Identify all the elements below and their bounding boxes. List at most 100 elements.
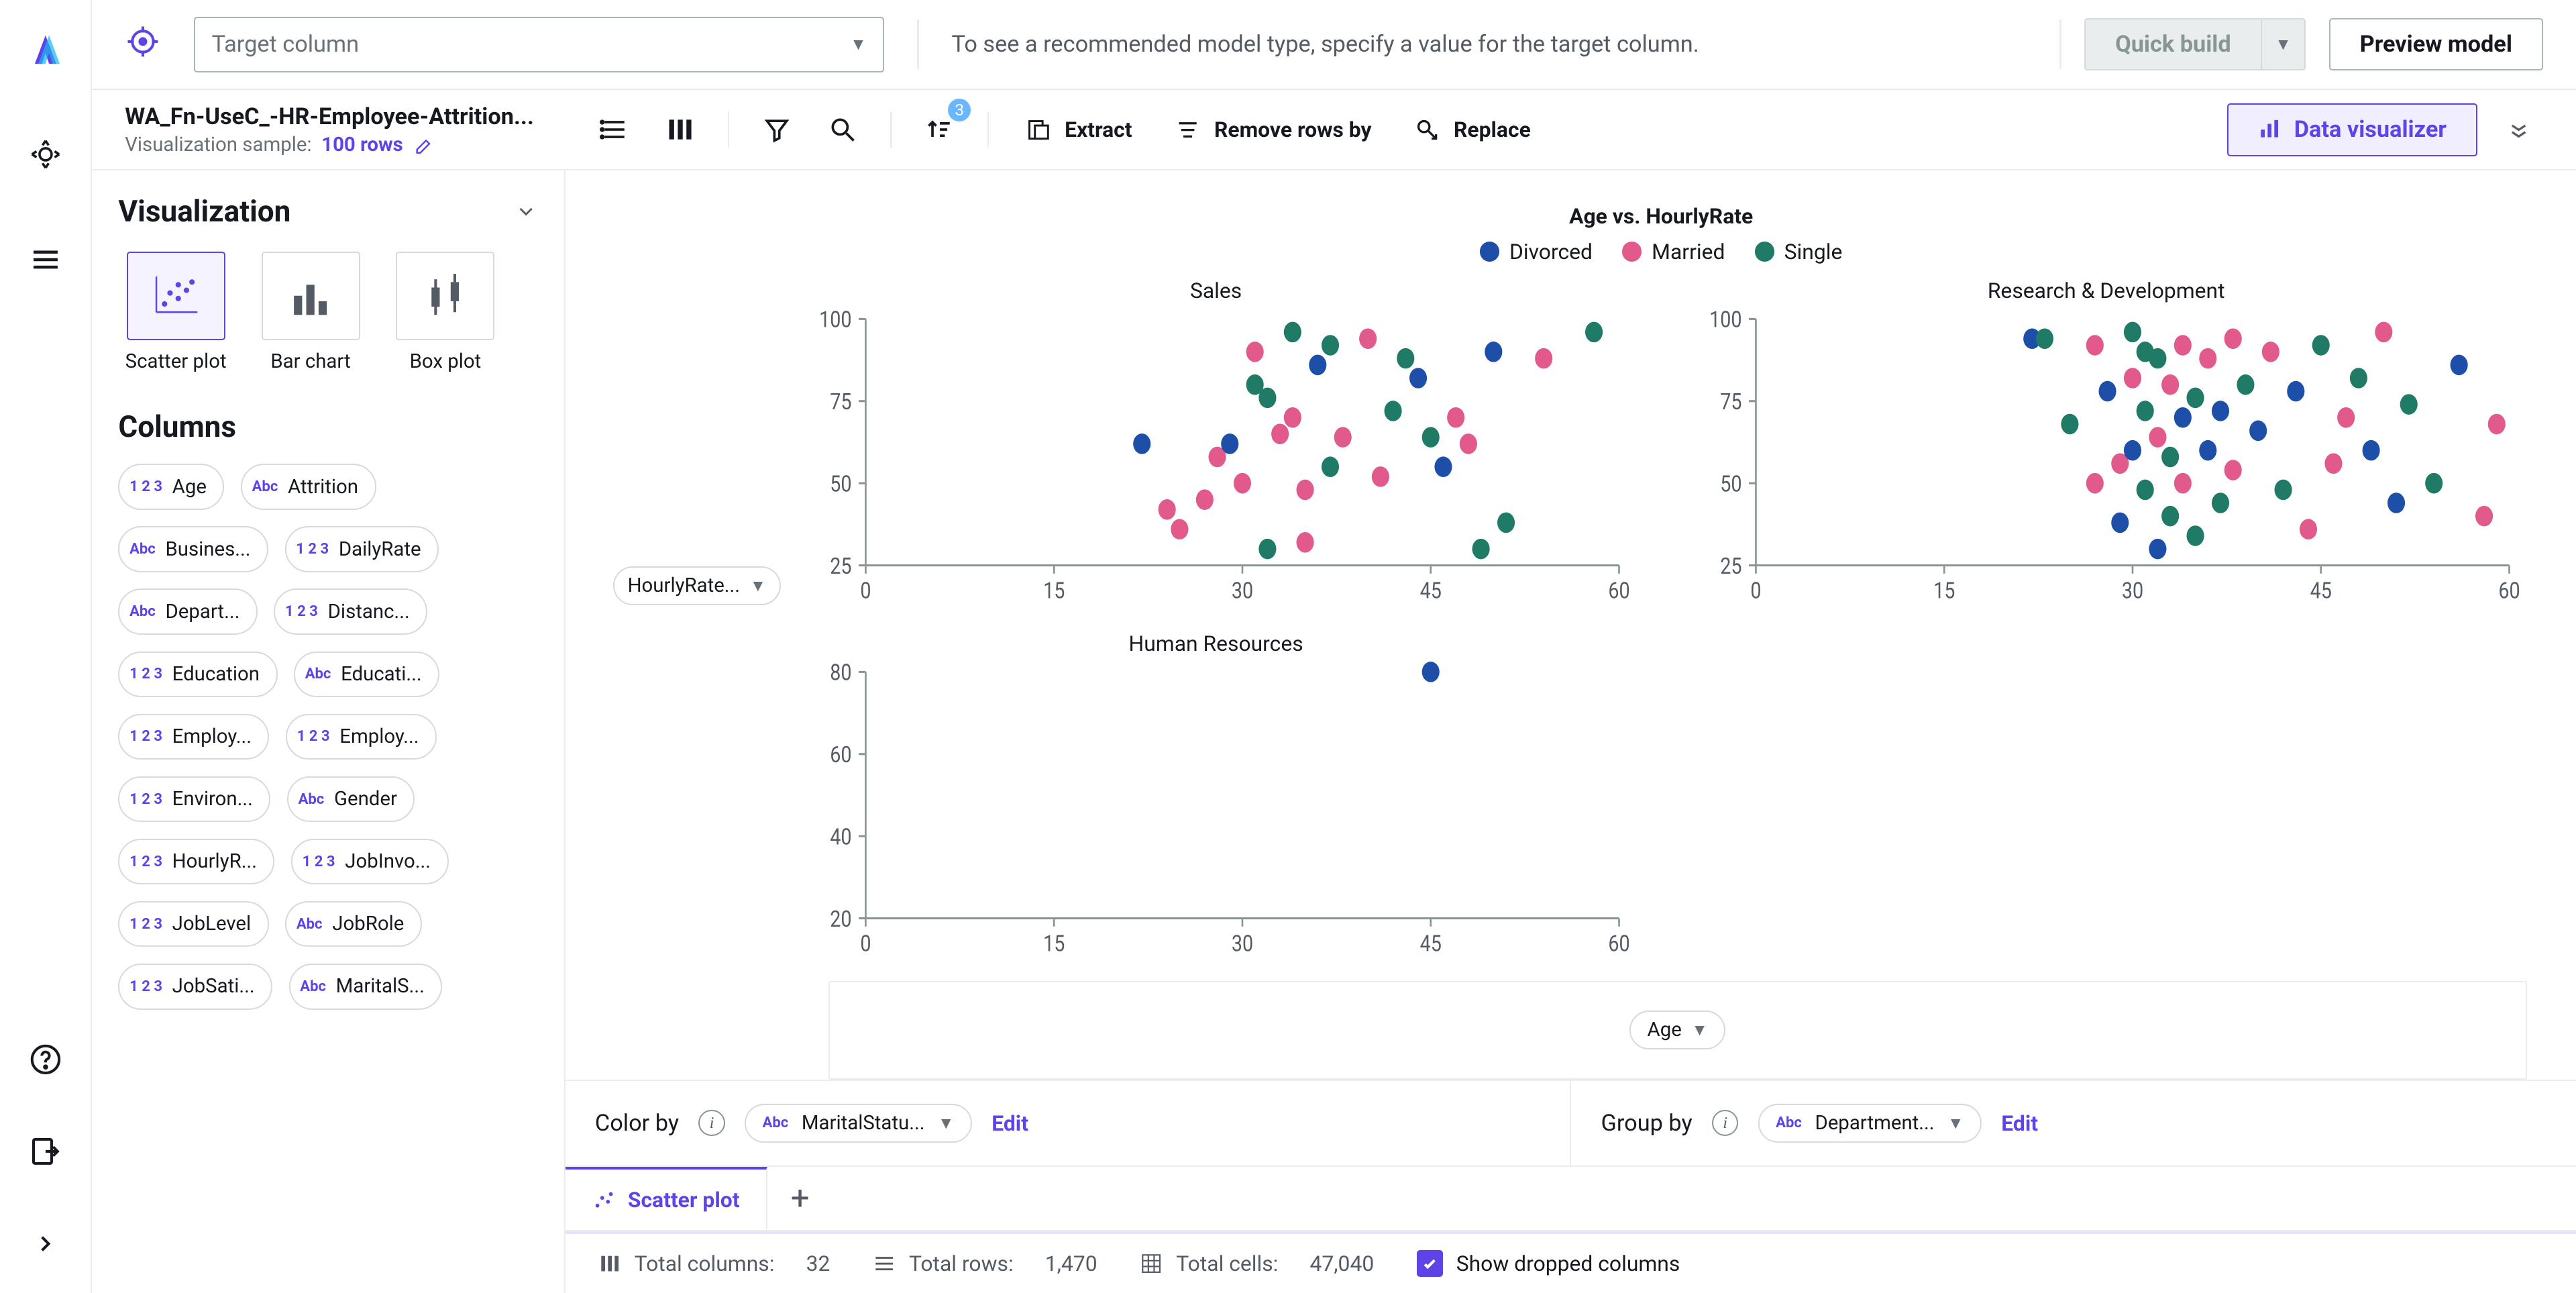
column-chip[interactable]: AbcMaritalS... [289, 964, 443, 1010]
columns-header: Columns [118, 409, 537, 444]
separator [917, 19, 918, 69]
sort-icon[interactable]: 3 [915, 105, 965, 155]
table-view-icon[interactable] [590, 105, 639, 155]
column-chip[interactable]: AbcJobRole [285, 901, 422, 947]
svg-text:15: 15 [1043, 577, 1065, 604]
columns-view-icon[interactable] [655, 105, 705, 155]
list-icon[interactable] [16, 230, 75, 289]
x-axis-field-pill[interactable]: Age▼ [1629, 1011, 1725, 1049]
column-chip[interactable]: 1 2 3DailyRate [285, 526, 439, 572]
target-column-placeholder: Target column [212, 31, 359, 58]
svg-text:60: 60 [2498, 577, 2520, 604]
svg-text:15: 15 [1933, 577, 1955, 604]
color-by-edit[interactable]: Edit [991, 1110, 1028, 1136]
column-chip[interactable]: AbcAttrition [241, 464, 376, 510]
svg-text:75: 75 [1720, 388, 1741, 415]
dataset-name: WA_Fn-UseC_-HR-Employee-Attrition... [125, 103, 534, 130]
top-bar: Target column ▼ To see a recommended mod… [92, 0, 2576, 90]
chart-type-bar[interactable]: Bar chart [253, 252, 368, 373]
chevron-down-icon[interactable] [515, 200, 537, 223]
column-chip[interactable]: 1 2 3JobInvo... [291, 839, 449, 885]
y-axis-field-pill[interactable]: HourlyRate...▼ [613, 566, 781, 605]
color-by-select[interactable]: Abc MaritalStatu...▼ [745, 1104, 972, 1143]
chart-legend: Divorced Married Single [796, 239, 2527, 264]
sample-line: Visualization sample: 100 rows [125, 134, 534, 156]
group-by-label: Group by [1601, 1110, 1692, 1137]
total-rows: Total rows: 1,470 [873, 1251, 1097, 1276]
logo-icon[interactable] [16, 19, 75, 79]
help-icon[interactable] [16, 1030, 75, 1089]
column-chip[interactable]: 1 2 3Distanc... [274, 588, 427, 635]
sample-rows-link[interactable]: 100 rows [321, 134, 402, 156]
add-tab-button[interactable]: + [767, 1179, 833, 1217]
show-dropped-checkbox[interactable]: Show dropped columns [1417, 1250, 1680, 1276]
svg-text:25: 25 [1720, 552, 1741, 579]
svg-text:20: 20 [830, 906, 851, 933]
y-axis-dropzone[interactable]: HourlyRate...▼ [598, 203, 796, 968]
svg-text:60: 60 [1608, 930, 1629, 957]
target-column-select[interactable]: Target column ▼ [194, 17, 884, 72]
quick-build-caret: ▼ [2262, 18, 2306, 70]
column-chip[interactable]: 1 2 3Employ... [286, 714, 437, 760]
visualization-title: Visualization [118, 194, 537, 229]
chevron-down-icon: ▼ [850, 34, 866, 54]
column-chip[interactable]: 1 2 3JobSati... [118, 964, 272, 1010]
svg-text:0: 0 [860, 930, 871, 957]
legend-item: Married [1622, 239, 1725, 264]
svg-text:30: 30 [1232, 577, 1253, 604]
chart-title: Age vs. HourlyRate [796, 203, 2527, 229]
column-chip[interactable]: 1 2 3Education [118, 652, 277, 698]
collapse-icon[interactable] [2494, 105, 2544, 155]
svg-text:30: 30 [1232, 930, 1253, 957]
tab-scatter-plot[interactable]: Scatter plot [566, 1167, 767, 1230]
viz-tabs: Scatter plot + [566, 1166, 2576, 1231]
column-chip[interactable]: AbcGender [287, 776, 415, 823]
info-icon[interactable]: i [698, 1110, 724, 1136]
svg-text:50: 50 [1720, 470, 1741, 497]
svg-text:0: 0 [860, 577, 871, 604]
group-by-select[interactable]: Abc Department...▼ [1758, 1104, 1982, 1143]
chart-facet: Human Resources20406080015304560 [796, 631, 1637, 968]
group-by-edit[interactable]: Edit [2001, 1110, 2038, 1136]
chart-type-scatter[interactable]: Scatter plot [118, 252, 233, 373]
data-visualizer-button[interactable]: Data visualizer [2227, 103, 2477, 156]
expand-rail-icon[interactable] [16, 1214, 75, 1273]
column-chip[interactable]: AbcBusines... [118, 526, 268, 572]
extract-button[interactable]: Extract [1012, 110, 1145, 150]
signout-icon[interactable] [16, 1122, 75, 1181]
column-chip[interactable]: AbcEducati... [294, 652, 439, 698]
dataset-toolbar: WA_Fn-UseC_-HR-Employee-Attrition... Vis… [92, 90, 2576, 170]
search-icon[interactable] [818, 105, 868, 155]
x-axis-dropzone[interactable]: Age▼ [828, 981, 2527, 1080]
replace-button[interactable]: Replace [1401, 110, 1544, 150]
total-columns: Total columns: 32 [598, 1251, 830, 1276]
svg-text:0: 0 [1750, 577, 1761, 604]
separator [2059, 19, 2061, 69]
legend-item: Single [1755, 239, 1843, 264]
column-chip[interactable]: 1 2 3Environ... [118, 776, 270, 823]
filter-icon[interactable] [753, 105, 802, 155]
svg-text:45: 45 [2310, 577, 2331, 604]
column-chip[interactable]: 1 2 3Employ... [118, 714, 269, 760]
chart-type-box[interactable]: Box plot [388, 252, 503, 373]
visualization-sidebar: Visualization Scatter plotBar chartBox p… [92, 170, 566, 1293]
train-icon[interactable] [16, 125, 75, 184]
model-hint-text: To see a recommended model type, specify… [952, 31, 1699, 58]
svg-text:50: 50 [830, 470, 851, 497]
svg-text:60: 60 [1608, 577, 1629, 604]
status-bar: Total columns: 32 Total rows: 1,470 Tota… [566, 1231, 2576, 1293]
svg-text:60: 60 [830, 741, 851, 768]
preview-model-button[interactable]: Preview model [2329, 18, 2544, 70]
legend-item: Divorced [1480, 239, 1593, 264]
remove-rows-button[interactable]: Remove rows by [1162, 110, 1385, 150]
column-chip[interactable]: 1 2 3JobLevel [118, 901, 268, 947]
column-chip[interactable]: 1 2 3HourlyR... [118, 839, 274, 885]
encoding-controls: Color by i Abc MaritalStatu...▼ Edit Gro… [566, 1080, 2576, 1166]
left-rail [0, 0, 92, 1293]
color-by-label: Color by [595, 1110, 679, 1137]
column-chip[interactable]: AbcDepart... [118, 588, 257, 635]
column-chip[interactable]: 1 2 3Age [118, 464, 224, 510]
info-icon[interactable]: i [1712, 1110, 1738, 1136]
total-cells: Total cells: 47,040 [1140, 1251, 1374, 1276]
svg-text:15: 15 [1043, 930, 1065, 957]
